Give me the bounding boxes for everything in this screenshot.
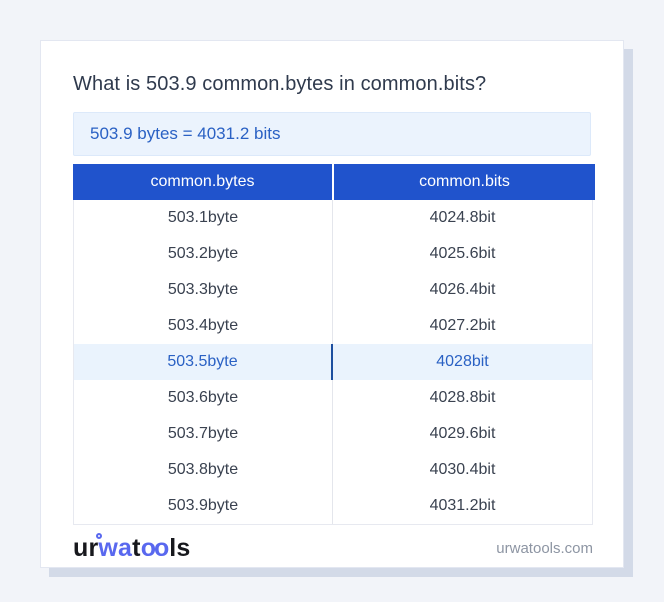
cell-bytes: 503.5byte: [74, 344, 333, 380]
cell-bytes: 503.3byte: [74, 272, 333, 308]
card-footer: ur watools urwatools.com: [73, 531, 593, 565]
logo-seg-blue-1: wa: [98, 533, 133, 562]
logo-seg-dark-3: ls: [169, 533, 191, 562]
conversion-result-text: 503.9 bytes = 4031.2 bits: [90, 124, 281, 143]
urwatools-logo[interactable]: ur watools: [73, 532, 191, 563]
page-title: What is 503.9 common.bytes in common.bit…: [73, 73, 487, 95]
site-domain-text: urwatools.com: [496, 539, 593, 557]
conversion-result-box: 503.9 bytes = 4031.2 bits: [73, 112, 591, 156]
logo-seg-blue-2: oo: [140, 533, 170, 562]
table-row: 503.8byte 4030.4bit: [74, 452, 592, 488]
converter-card: What is 503.9 common.bytes in common.bit…: [40, 40, 624, 568]
table-row: 503.9byte 4031.2bit: [74, 488, 592, 524]
logo-seg-dark-2: t: [132, 533, 141, 562]
table-header-bits: common.bits: [419, 173, 510, 190]
logo-ring-icon: [96, 532, 103, 539]
cell-bits: 4025.6bit: [429, 245, 496, 262]
table-header-bytes: common.bytes: [73, 164, 334, 200]
cell-bytes: 503.9byte: [74, 488, 333, 524]
table-row: 503.2byte 4025.6bit: [74, 236, 592, 272]
table-body: 503.1byte 4024.8bit 503.2byte 4025.6bit 503.…: [74, 200, 592, 524]
conversion-table: common.bytes common.bits 503.1byte 4024.8…: [73, 164, 595, 525]
table-row: 503.4byte 4027.2bit: [74, 308, 592, 344]
logo-seg-dark-1: ur: [73, 533, 99, 562]
table-row: 503.5byte 4028bit: [74, 344, 592, 380]
cell-bytes: 503.2byte: [74, 236, 333, 272]
cell-bits: 4024.8bit: [429, 209, 496, 226]
cell-bytes: 503.8byte: [74, 452, 333, 488]
cell-bytes: 503.1byte: [74, 200, 333, 236]
cell-bits: 4027.2bit: [429, 317, 496, 334]
cell-bytes: 503.4byte: [74, 308, 333, 344]
table-row: 503.1byte 4024.8bit: [74, 200, 592, 236]
cell-bits: 4031.2bit: [429, 497, 496, 514]
table-row: 503.3byte 4026.4bit: [74, 272, 592, 308]
cell-bits: 4028.8bit: [429, 389, 496, 406]
cell-bits: 4030.4bit: [429, 461, 496, 478]
cell-bits: 4029.6bit: [429, 425, 496, 442]
table-row: 503.7byte 4029.6bit: [74, 416, 592, 452]
cell-bytes: 503.6byte: [74, 380, 333, 416]
cell-bits: 4026.4bit: [429, 281, 496, 298]
table-row: 503.6byte 4028.8bit: [74, 380, 592, 416]
table-header-row: common.bytes common.bits: [73, 164, 595, 200]
cell-bytes: 503.7byte: [74, 416, 333, 452]
cell-bits: 4028bit: [436, 353, 489, 370]
